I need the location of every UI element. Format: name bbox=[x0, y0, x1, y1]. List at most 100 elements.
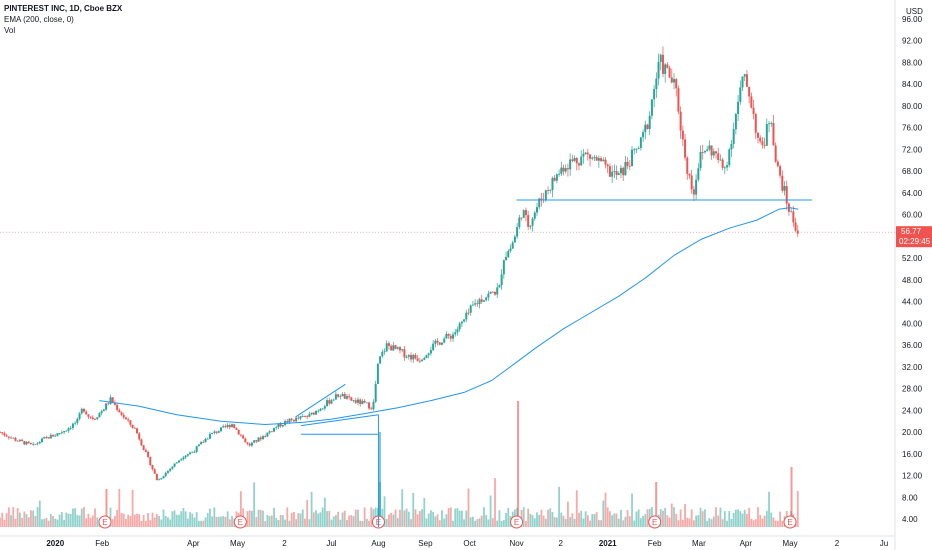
volume-bar bbox=[32, 510, 35, 527]
candle-body bbox=[52, 434, 55, 437]
candle-body bbox=[529, 225, 532, 227]
candle-body bbox=[85, 411, 88, 415]
candle-body bbox=[427, 353, 430, 356]
volume-bar bbox=[317, 513, 320, 527]
volume-bar bbox=[43, 518, 46, 527]
volume-bar bbox=[169, 519, 172, 527]
candle-body bbox=[175, 462, 178, 464]
volume-bar bbox=[217, 516, 220, 527]
volume-spike bbox=[790, 467, 793, 527]
volume-bar bbox=[38, 500, 41, 527]
candle-body bbox=[392, 345, 395, 351]
candle-body bbox=[522, 210, 525, 218]
candle-body bbox=[653, 89, 656, 100]
candle-body bbox=[47, 437, 50, 439]
candle-body bbox=[646, 124, 649, 129]
candle-body bbox=[677, 88, 680, 112]
candle-body bbox=[670, 77, 673, 83]
candle-body bbox=[659, 54, 662, 62]
candle-body bbox=[403, 349, 406, 358]
candle-body bbox=[487, 293, 490, 298]
volume-bar bbox=[191, 513, 194, 527]
symbol-title[interactable]: PINTEREST INC, 1D, Cboe BZX bbox=[4, 4, 123, 13]
candle-body bbox=[606, 164, 609, 167]
candle-body bbox=[732, 129, 735, 145]
candle-body bbox=[149, 456, 152, 466]
volume-bar bbox=[533, 518, 536, 527]
volume-bar bbox=[480, 515, 483, 527]
x-tick-label: Ju bbox=[880, 539, 888, 548]
candle-body bbox=[544, 190, 547, 200]
candle-body bbox=[341, 393, 344, 397]
x-tick-label: May bbox=[782, 539, 797, 548]
volume-bar bbox=[220, 516, 222, 527]
volume-bar bbox=[186, 518, 189, 527]
volume-bar bbox=[741, 513, 744, 527]
volume-bar bbox=[502, 520, 505, 527]
y-tick-label: 28.00 bbox=[902, 385, 923, 394]
candle-body bbox=[401, 349, 404, 351]
volume-bar bbox=[706, 520, 709, 527]
x-tick-label: Mar bbox=[692, 539, 706, 548]
volume-bar bbox=[58, 514, 61, 527]
volume-bar bbox=[133, 514, 136, 527]
candle-body bbox=[595, 157, 598, 161]
candle-body bbox=[129, 420, 132, 425]
volume-legend[interactable]: Vol bbox=[4, 26, 16, 35]
volume-bar bbox=[109, 507, 112, 527]
candle-body bbox=[100, 411, 103, 414]
ema-legend[interactable]: EMA (200, close, 0) bbox=[4, 15, 74, 24]
candle-body bbox=[160, 478, 163, 480]
y-tick-label: 36.00 bbox=[902, 341, 923, 350]
candle-body bbox=[635, 148, 638, 150]
candle-body bbox=[195, 446, 198, 452]
volume-bar bbox=[160, 519, 163, 527]
volume-bar bbox=[712, 516, 715, 527]
candle-body bbox=[173, 463, 176, 467]
candle-body bbox=[502, 260, 505, 275]
volume-bar bbox=[542, 515, 545, 527]
candle-body bbox=[350, 397, 353, 401]
y-tick-label: 92.00 bbox=[902, 37, 923, 46]
candle-body bbox=[281, 424, 284, 427]
candle-body bbox=[142, 445, 145, 450]
candle-body bbox=[359, 399, 362, 405]
candle-body bbox=[3, 433, 6, 436]
candle-body bbox=[231, 424, 234, 428]
volume-bar bbox=[717, 515, 720, 527]
candle-body bbox=[743, 74, 746, 77]
volume-bar bbox=[631, 493, 633, 527]
volume-bar bbox=[635, 511, 638, 527]
candle-body bbox=[96, 417, 99, 420]
candle-body bbox=[708, 145, 711, 150]
candle-body bbox=[372, 401, 375, 410]
volume-bar bbox=[211, 516, 214, 527]
volume-bar bbox=[273, 507, 275, 527]
candle-body bbox=[394, 345, 397, 349]
candle-body bbox=[465, 312, 468, 320]
candle-body bbox=[509, 248, 512, 251]
candle-body bbox=[622, 167, 625, 176]
volume-bar bbox=[200, 520, 202, 527]
last-price-value: 56.77 bbox=[901, 227, 922, 236]
volume-bar bbox=[14, 518, 17, 527]
y-tick-label: 44.00 bbox=[902, 298, 923, 307]
candle-body bbox=[752, 107, 755, 115]
volume-bar bbox=[277, 520, 280, 527]
candle-body bbox=[703, 150, 706, 153]
candle-body bbox=[224, 426, 227, 427]
volume-bar bbox=[206, 513, 209, 527]
volume-bar bbox=[416, 514, 419, 527]
volume-bar bbox=[266, 514, 269, 527]
volume-bar bbox=[359, 520, 362, 527]
candle-body bbox=[460, 321, 463, 324]
candle-body bbox=[717, 153, 720, 161]
y-tick-label: 40.00 bbox=[902, 319, 923, 328]
volume-bar bbox=[624, 516, 627, 527]
volume-bar bbox=[622, 520, 625, 527]
candle-body bbox=[527, 215, 530, 227]
candle-body bbox=[633, 149, 636, 150]
volume-bar bbox=[637, 509, 640, 527]
candle-body bbox=[631, 149, 634, 167]
